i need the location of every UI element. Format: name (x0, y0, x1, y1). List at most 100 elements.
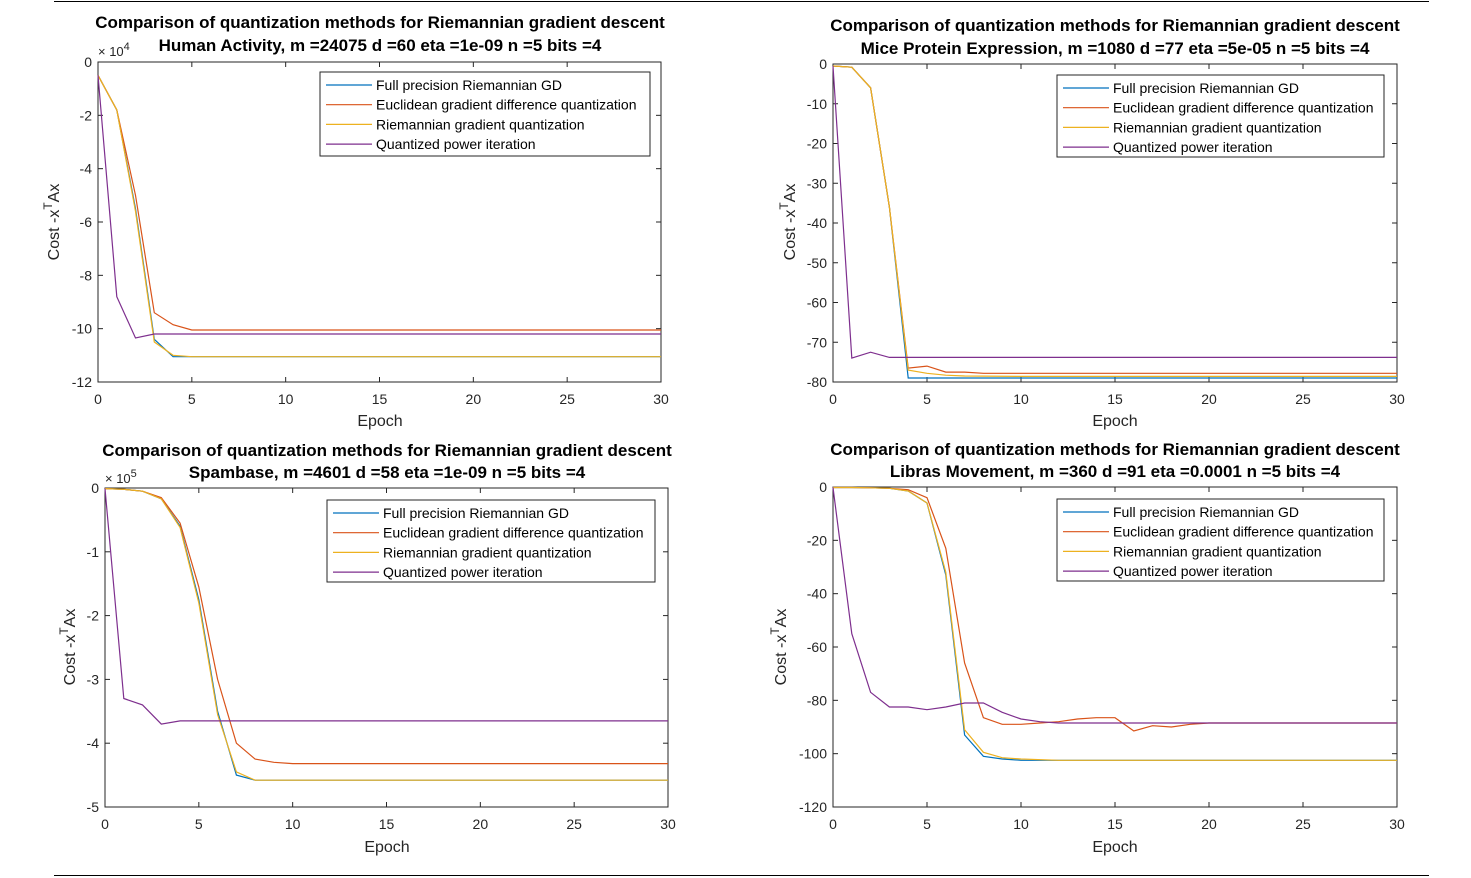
x-tick-label: 15 (372, 391, 388, 407)
y-label-main: Cost -x (46, 210, 63, 261)
series-line-3 (104, 488, 668, 781)
x-tick-label: 20 (1201, 391, 1217, 407)
series-line-4 (97, 75, 661, 339)
x-axis-label: Epoch (364, 839, 409, 856)
y-label-suffix: Ax (62, 609, 79, 628)
x-tick-label: 10 (1013, 391, 1029, 407)
y-tick-label: 0 (819, 56, 827, 72)
subplot-libras-movement: Comparison of quantization methods for R… (768, 440, 1405, 856)
legend-entry-2: Euclidean gradient difference quantizati… (1113, 524, 1373, 540)
tick-marks: 0 5 10 15 20 25 30 0 -10 -20 -30 -40 -50 -60 -70 -80 (807, 56, 1405, 407)
y-tick-label: -40 (807, 215, 827, 231)
y-tick-label: -30 (807, 175, 827, 191)
tick-marks: 0 5 10 15 20 25 30 0 -20 -40 -60 -80 -100 -120 (799, 479, 1405, 832)
y-label-sup: T (57, 627, 71, 635)
chart-subtitle: Human Activity, m =24075 d =60 eta =1e-0… (159, 36, 602, 55)
y-label-sup: T (768, 627, 782, 635)
bottom-rule (54, 875, 1429, 876)
x-tick-label: 15 (1107, 816, 1123, 832)
x-axis-label: Epoch (1092, 839, 1137, 856)
x-tick-label: 0 (94, 391, 102, 407)
legend-entry-1: Full precision Riemannian GD (1113, 504, 1299, 520)
legend-entry-3: Riemannian gradient quantization (376, 116, 585, 132)
series-line-4 (104, 488, 668, 725)
legend-box (319, 71, 651, 157)
y-tick-label: -100 (799, 746, 827, 762)
y-label-suffix: Ax (46, 184, 63, 203)
legend: Full precision Riemannian GD Euclidean gr… (1056, 74, 1385, 158)
legend-entry-2: Euclidean gradient difference quantizati… (1113, 100, 1373, 116)
x-tick-label: 5 (923, 816, 931, 832)
y-tick-label: -6 (80, 214, 93, 230)
legend-entry-4: Quantized power iteration (383, 564, 543, 580)
y-tick-label: -20 (807, 532, 827, 548)
top-rule (54, 1, 1429, 2)
y-tick-label: -3 (87, 671, 100, 687)
legend-box (1056, 498, 1385, 582)
y-label-suffix: Ax (782, 184, 799, 203)
y-tick-label: -4 (87, 735, 100, 751)
x-tick-label: 5 (195, 816, 203, 832)
y-tick-label: -50 (807, 255, 827, 271)
legend-entry-3: Riemannian gradient quantization (383, 544, 592, 560)
x-tick-label: 20 (473, 816, 489, 832)
y-tick-label: -120 (799, 799, 827, 815)
chart-subtitle: Libras Movement, m =360 d =91 eta =0.000… (890, 462, 1341, 481)
x-tick-label: 30 (1389, 391, 1405, 407)
x-tick-label: 25 (1295, 391, 1311, 407)
chart-title: Comparison of quantization methods for R… (830, 440, 1400, 459)
tick-marks: 0 5 10 15 20 25 30 0 -1 -2 -3 -4 -5 (87, 480, 676, 832)
subplot-spambase: Comparison of quantization methods for R… (57, 441, 676, 856)
y-tick-label: 0 (819, 479, 827, 495)
x-tick-label: 30 (653, 391, 669, 407)
y-exponent-power: 4 (124, 41, 130, 53)
legend-entry-2: Euclidean gradient difference quantizati… (383, 525, 643, 541)
y-tick-label: -8 (80, 267, 93, 283)
series-line-3 (97, 75, 661, 358)
series-lines (832, 486, 1397, 761)
y-tick-label: -70 (807, 334, 827, 350)
y-label-main: Cost -x (782, 210, 799, 261)
series-lines (97, 75, 661, 358)
legend-box (1056, 74, 1385, 158)
y-tick-label: -80 (807, 692, 827, 708)
legend-entry-2: Euclidean gradient difference quantizati… (376, 97, 636, 113)
y-tick-label: -1 (87, 544, 100, 560)
subplot-mice-protein: Comparison of quantization methods for R… (777, 16, 1405, 430)
y-exponent-base: × 10 (105, 471, 131, 486)
y-label-suffix: Ax (773, 609, 790, 628)
legend-entry-1: Full precision Riemannian GD (1113, 80, 1299, 96)
x-tick-label: 15 (1107, 391, 1123, 407)
x-tick-label: 5 (923, 391, 931, 407)
y-tick-label: -5 (87, 799, 100, 815)
x-axis-label: Epoch (357, 413, 402, 430)
y-axis-label: Cost -xTAx (41, 184, 63, 261)
x-tick-label: 0 (829, 391, 837, 407)
chart-subtitle: Mice Protein Expression, m =1080 d =77 e… (861, 39, 1370, 58)
y-tick-label: -4 (80, 161, 93, 177)
legend-box (326, 499, 656, 583)
tick-marks: 0 5 10 15 20 25 30 0 -2 -4 -6 -8 -10 -12 (72, 54, 669, 407)
y-exponent-power: 5 (131, 468, 137, 480)
y-axis-label: Cost -xTAx (57, 609, 79, 686)
chart-title: Comparison of quantization methods for R… (102, 441, 672, 460)
legend-entry-4: Quantized power iteration (376, 136, 536, 152)
x-tick-label: 25 (566, 816, 582, 832)
x-tick-label: 25 (559, 391, 575, 407)
legend-entry-1: Full precision Riemannian GD (376, 77, 562, 93)
y-label-main: Cost -x (773, 635, 790, 686)
y-tick-label: 0 (91, 480, 99, 496)
x-tick-label: 10 (278, 391, 294, 407)
legend-entry-4: Quantized power iteration (1113, 563, 1273, 579)
legend: Full precision Riemannian GD Euclidean gr… (1056, 498, 1385, 582)
x-tick-label: 0 (829, 816, 837, 832)
y-tick-label: -40 (807, 586, 827, 602)
y-label-sup: T (41, 202, 55, 210)
chart-title: Comparison of quantization methods for R… (830, 16, 1400, 35)
y-tick-label: -10 (72, 321, 92, 337)
y-tick-label: -2 (80, 107, 93, 123)
x-tick-label: 15 (379, 816, 395, 832)
y-exponent-label: × 105 (105, 468, 137, 486)
x-tick-label: 20 (466, 391, 482, 407)
